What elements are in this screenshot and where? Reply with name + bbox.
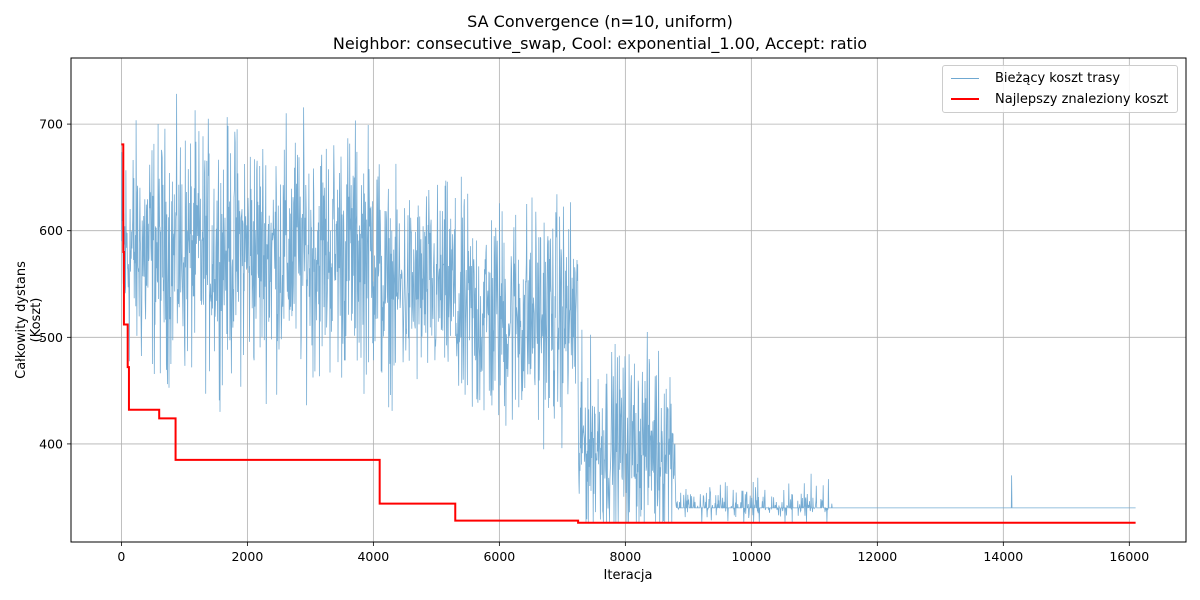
y-tick-label: 700	[39, 117, 63, 132]
legend-swatch-current	[951, 77, 979, 79]
legend-item-best: Najlepszy znaleziony koszt	[951, 89, 1168, 109]
x-tick-label: 8000	[609, 549, 641, 564]
y-tick-label: 600	[39, 223, 63, 238]
legend-item-current: Bieżący koszt trasy	[951, 68, 1120, 88]
x-tick-label: 6000	[483, 549, 515, 564]
x-tick-label: 0	[117, 549, 125, 564]
chart-subtitle: Neighbor: consecutive_swap, Cool: expone…	[332, 34, 868, 53]
series-current-cost	[121, 93, 1136, 523]
x-tick-label: 10000	[731, 549, 771, 564]
y-tick-label: 500	[39, 330, 63, 345]
legend-label-current: Bieżący koszt trasy	[995, 70, 1121, 86]
chart-title: SA Convergence (n=10, uniform)	[467, 12, 733, 31]
series-best-cost	[121, 143, 1136, 524]
y-tick-label: 400	[39, 436, 63, 451]
x-axis-label: Iteracja	[603, 568, 653, 583]
y-axis-ticks: 400 500 600 700	[39, 117, 71, 451]
legend-swatch-best	[951, 98, 979, 100]
plot-frame	[70, 57, 1187, 543]
x-axis-ticks: 0 2000 4000 6000 8000 10000 12000 14000 16000	[117, 542, 1149, 564]
best-cost-line	[121, 143, 1136, 524]
x-tick-label: 2000	[231, 549, 263, 564]
legend-label-best: Najlepszy znaleziony koszt	[995, 91, 1169, 107]
x-tick-label: 4000	[357, 549, 389, 564]
x-tick-label: 14000	[983, 549, 1023, 564]
y-axis-label: Całkowity dystans (Koszt)	[14, 261, 44, 379]
current-cost-line	[121, 93, 1136, 523]
x-tick-label: 12000	[857, 549, 897, 564]
x-tick-label: 16000	[1109, 549, 1149, 564]
legend: Bieżący koszt trasy Najlepszy znaleziony…	[942, 65, 1178, 113]
